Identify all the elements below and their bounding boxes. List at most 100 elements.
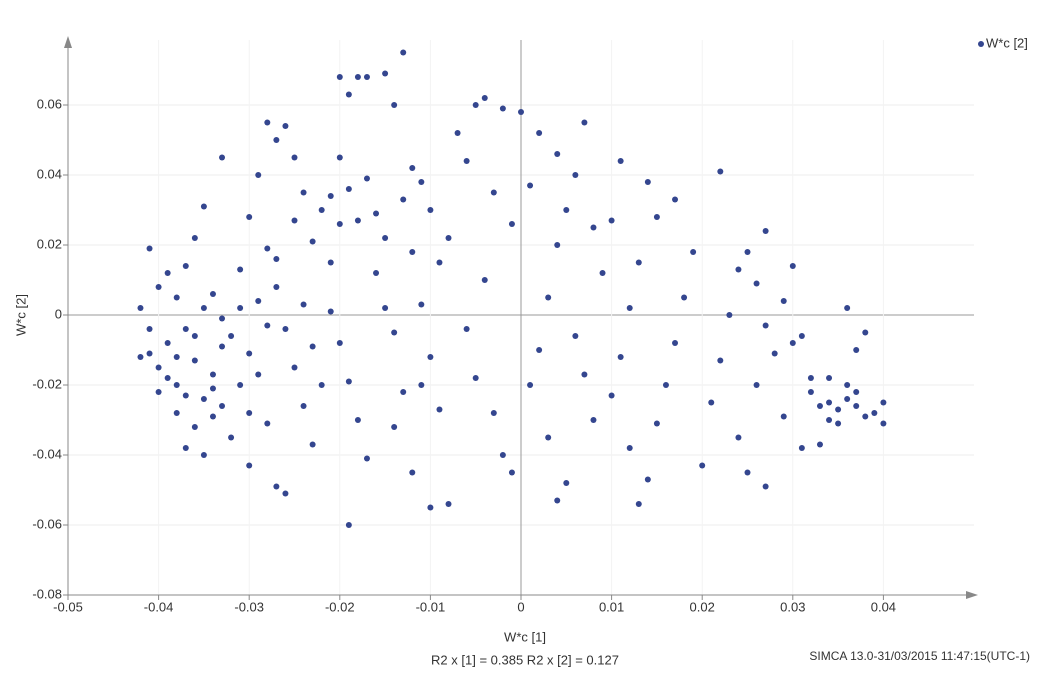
point: [155, 284, 162, 290]
point: [327, 193, 334, 199]
point: [463, 326, 470, 332]
point: [789, 263, 796, 269]
point: [146, 350, 153, 357]
grid: [63, 40, 974, 600]
y-tick-label: -0.04: [32, 446, 62, 461]
point: [264, 245, 271, 252]
point: [246, 410, 253, 416]
point: [382, 235, 389, 241]
point: [536, 130, 543, 136]
point: [527, 182, 534, 189]
x-tick-label: -0.05: [53, 599, 83, 614]
point: [545, 294, 552, 301]
point: [354, 417, 361, 423]
point: [164, 340, 171, 346]
point: [237, 305, 244, 311]
point: [816, 441, 823, 448]
point: [309, 238, 316, 245]
point: [345, 186, 352, 192]
point: [789, 340, 796, 346]
point: [717, 168, 724, 175]
point: [155, 389, 162, 395]
point: [880, 420, 887, 427]
point: [445, 501, 452, 507]
point: [282, 123, 289, 129]
point: [862, 329, 869, 336]
point: [472, 102, 479, 108]
point: [363, 175, 370, 182]
point: [237, 266, 244, 273]
point: [581, 119, 588, 126]
point: [527, 382, 534, 388]
point: [572, 172, 579, 178]
point: [373, 270, 380, 276]
point: [391, 329, 398, 336]
point: [400, 196, 407, 203]
point: [182, 263, 189, 269]
point: [427, 207, 434, 213]
point: [554, 242, 561, 248]
point: [191, 235, 198, 241]
point: [780, 298, 787, 304]
point: [853, 403, 860, 409]
point: [354, 74, 361, 80]
point: [300, 301, 307, 308]
point: [644, 179, 651, 185]
point: [200, 203, 207, 210]
point: [554, 497, 561, 504]
point: [291, 364, 298, 371]
point: [744, 249, 751, 255]
point: [481, 95, 488, 101]
point: [345, 522, 352, 528]
point: [200, 305, 207, 311]
point: [499, 452, 506, 458]
point: [219, 343, 226, 350]
y-axis-title: W*c [2]: [13, 294, 28, 336]
point: [626, 305, 633, 311]
legend-marker: [978, 41, 984, 47]
point: [490, 410, 497, 416]
point: [191, 424, 198, 430]
x-tick-label: 0.03: [780, 599, 805, 614]
point: [300, 189, 307, 196]
point: [345, 378, 352, 385]
point: [391, 102, 398, 108]
point: [780, 413, 787, 420]
point: [219, 403, 226, 409]
point: [336, 221, 343, 227]
point: [200, 396, 207, 402]
x-tick-label: -0.02: [325, 599, 355, 614]
point: [282, 490, 289, 497]
point: [427, 504, 434, 511]
point: [191, 357, 198, 364]
point: [273, 483, 280, 490]
point: [662, 382, 669, 388]
point: [508, 469, 515, 476]
point: [581, 371, 588, 378]
point: [608, 392, 615, 399]
point: [354, 217, 361, 224]
y-tick-label: -0.06: [32, 516, 62, 531]
point: [672, 196, 679, 203]
point: [246, 350, 253, 357]
point: [228, 333, 235, 339]
x-tick-label: -0.04: [144, 599, 174, 614]
point: [436, 406, 443, 413]
point: [164, 270, 171, 276]
point: [844, 305, 851, 311]
point: [382, 70, 389, 77]
point: [418, 301, 425, 308]
point: [309, 441, 316, 448]
point: [545, 434, 552, 441]
x-tick-label: 0.01: [599, 599, 624, 614]
point: [726, 312, 733, 318]
point: [617, 354, 624, 360]
point: [191, 333, 198, 339]
point: [209, 413, 216, 420]
point: [853, 347, 860, 353]
point: [182, 392, 189, 399]
point: [209, 385, 216, 392]
point: [826, 417, 833, 423]
y-tick-label: 0: [55, 306, 62, 321]
point: [699, 462, 706, 469]
